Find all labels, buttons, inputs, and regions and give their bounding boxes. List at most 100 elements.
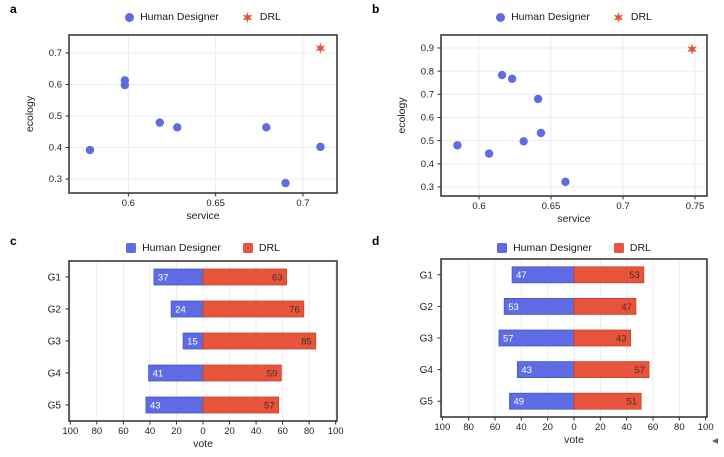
svg-text:G5: G5 <box>48 401 62 412</box>
legend-label-drl: DRL <box>629 242 651 254</box>
svg-text:47: 47 <box>621 302 632 313</box>
scatter-plot-b: 0.6 0.65 0.7 0.75 0.3 0.4 0.5 0.6 0.7 0.8 0.9 servi… <box>396 34 708 225</box>
human-designer-square-icon <box>126 243 137 253</box>
svg-text:60: 60 <box>277 426 288 437</box>
legend-label-human-designer: Human Designer <box>511 11 590 23</box>
drl-star-icon <box>613 11 624 23</box>
svg-text:G4: G4 <box>48 369 62 380</box>
legend-label-human-designer: Human Designer <box>140 11 219 23</box>
svg-text:63: 63 <box>272 272 283 283</box>
svg-text:60: 60 <box>118 426 129 437</box>
svg-text:40: 40 <box>516 422 527 433</box>
svg-text:0: 0 <box>571 422 576 433</box>
legend-item-drl: DRL <box>242 242 280 254</box>
svg-text:service: service <box>186 210 219 222</box>
svg-text:0.65: 0.65 <box>206 198 225 209</box>
legend-item-human-designer: Human Designer <box>497 242 592 254</box>
svg-text:57: 57 <box>503 333 514 344</box>
legend-label-human-designer: Human Designer <box>513 242 592 254</box>
svg-text:0.6: 0.6 <box>122 198 135 209</box>
svg-text:0.7: 0.7 <box>296 198 309 209</box>
drl-square-icon <box>242 243 253 253</box>
svg-text:0.5: 0.5 <box>49 111 62 122</box>
svg-text:0.7: 0.7 <box>616 201 629 212</box>
svg-text:0: 0 <box>200 426 205 437</box>
svg-text:G1: G1 <box>48 273 62 284</box>
svg-text:20: 20 <box>171 426 182 437</box>
svg-text:0.75: 0.75 <box>686 201 705 212</box>
svg-text:57: 57 <box>634 365 645 376</box>
svg-text:15: 15 <box>187 336 198 347</box>
svg-text:51: 51 <box>627 397 638 408</box>
svg-text:100: 100 <box>698 422 714 433</box>
svg-text:0.7: 0.7 <box>421 90 434 101</box>
svg-text:59: 59 <box>267 368 278 379</box>
svg-text:G2: G2 <box>48 305 62 316</box>
svg-text:60: 60 <box>490 422 501 433</box>
svg-text:0.3: 0.3 <box>421 182 434 193</box>
legend-panel-c: Human Designer DRL <box>69 240 337 256</box>
svg-text:41: 41 <box>153 368 164 379</box>
legend-label-drl: DRL <box>630 11 652 23</box>
svg-text:53: 53 <box>508 302 519 313</box>
panel-label-d: d <box>372 234 380 248</box>
svg-text:vote: vote <box>564 434 584 446</box>
svg-text:100: 100 <box>62 426 78 437</box>
legend-panel-a: Human Designer DRL <box>69 9 337 25</box>
drl-star-icon <box>242 11 253 23</box>
human-designer-circle-icon <box>125 12 135 22</box>
panel-d: d Human Designer DRL 47 53 53 47 57 43 43 57 49 5… <box>362 228 724 457</box>
svg-text:43: 43 <box>150 400 161 411</box>
svg-text:40: 40 <box>251 426 262 437</box>
svg-text:0.6: 0.6 <box>49 80 62 91</box>
svg-text:0.65: 0.65 <box>542 201 561 212</box>
panel-b: b Human Designer DRL 0.6 0.65 0.7 0.75 0.3 0.… <box>362 0 724 228</box>
bar-chart-d: 47 53 53 47 57 43 43 57 49 51 100 80 60 40 20 0 20 40 60 80… <box>420 258 714 446</box>
panel-c: c Human Designer DRL 37 63 24 76 15 85 41 59 43 5… <box>0 228 362 457</box>
svg-text:20: 20 <box>224 426 235 437</box>
svg-text:0.3: 0.3 <box>49 174 62 185</box>
svg-text:47: 47 <box>516 270 527 281</box>
human-designer-square-icon <box>497 243 508 253</box>
svg-text:43: 43 <box>521 365 532 376</box>
legend-item-human-designer: Human Designer <box>125 11 219 23</box>
svg-text:37: 37 <box>158 272 169 283</box>
svg-text:G2: G2 <box>420 302 434 313</box>
scatter-plot-a: 0.6 0.65 0.7 0.3 0.4 0.5 0.6 0.7 service ecology <box>24 34 338 222</box>
svg-text:0.8: 0.8 <box>421 66 434 77</box>
svg-text:0.9: 0.9 <box>421 43 434 54</box>
svg-text:service: service <box>557 213 590 225</box>
svg-text:80: 80 <box>304 426 315 437</box>
svg-text:0.4: 0.4 <box>421 159 434 170</box>
svg-text:80: 80 <box>92 426 103 437</box>
legend-item-drl: DRL <box>612 11 652 24</box>
svg-text:57: 57 <box>264 400 275 411</box>
bar-chart-c: 37 63 24 76 15 85 41 59 43 57 100 80 60 40 20 0 20 40 60 80… <box>48 260 344 450</box>
svg-text:20: 20 <box>542 422 553 433</box>
svg-text:53: 53 <box>629 270 640 281</box>
svg-text:85: 85 <box>301 336 312 347</box>
cursor-artifact-icon <box>712 438 718 444</box>
svg-text:60: 60 <box>648 422 659 433</box>
legend-item-drl: DRL <box>241 11 281 24</box>
drl-square-icon <box>613 243 624 253</box>
svg-text:80: 80 <box>463 422 474 433</box>
legend-panel-b: Human Designer DRL <box>441 9 707 25</box>
legend-panel-d: Human Designer DRL <box>441 240 707 256</box>
svg-text:43: 43 <box>616 333 627 344</box>
svg-text:ecology: ecology <box>396 97 408 134</box>
panel-label-a: a <box>10 2 17 16</box>
svg-text:ecology: ecology <box>24 95 36 132</box>
svg-text:100: 100 <box>328 426 344 437</box>
svg-text:0.7: 0.7 <box>49 48 62 59</box>
svg-text:G3: G3 <box>420 334 434 345</box>
legend-item-human-designer: Human Designer <box>496 11 590 23</box>
svg-text:20: 20 <box>595 422 606 433</box>
legend-item-human-designer: Human Designer <box>126 242 221 254</box>
svg-text:76: 76 <box>289 304 300 315</box>
legend-label-human-designer: Human Designer <box>142 242 221 254</box>
panel-label-c: c <box>10 234 17 248</box>
svg-text:G5: G5 <box>420 397 434 408</box>
human-designer-circle-icon <box>496 12 506 22</box>
svg-text:0.6: 0.6 <box>472 201 485 212</box>
